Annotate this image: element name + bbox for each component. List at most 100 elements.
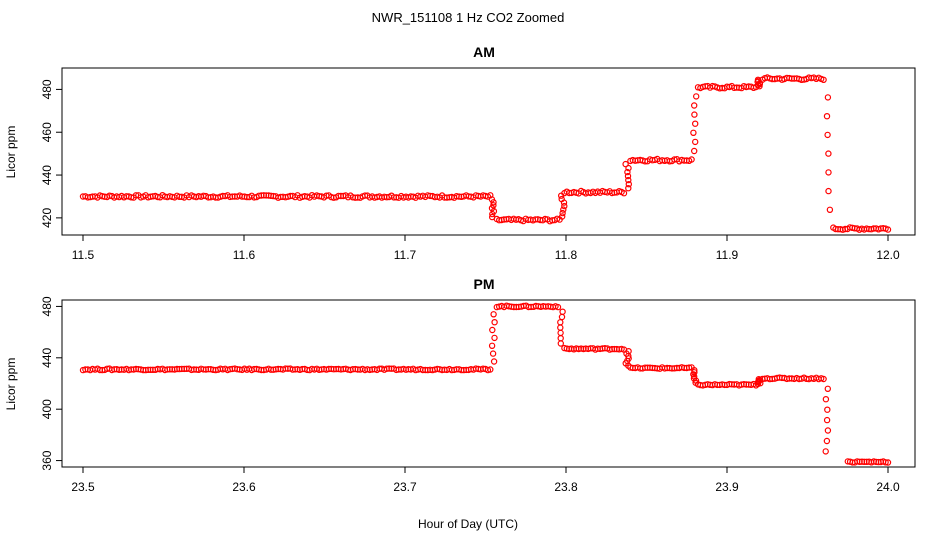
data-point xyxy=(559,213,566,220)
x-tick-label: 11.8 xyxy=(555,248,578,262)
data-point xyxy=(884,226,892,233)
y-tick-label: 440 xyxy=(40,165,54,185)
data-point xyxy=(558,313,566,321)
x-tick-label: 24.0 xyxy=(876,480,900,494)
data-point xyxy=(557,319,564,326)
panel-am-y-axis: 420 440 460 480 xyxy=(40,79,62,228)
data-point xyxy=(489,350,497,357)
data-point xyxy=(558,192,565,199)
y-tick-label: 480 xyxy=(40,296,54,316)
data-point xyxy=(491,319,498,326)
data-point xyxy=(755,376,763,383)
data-point xyxy=(691,367,698,374)
x-tick-label: 23.5 xyxy=(71,480,95,494)
data-point xyxy=(823,437,831,445)
panel-am-points xyxy=(79,74,892,233)
data-point xyxy=(625,362,632,369)
data-point xyxy=(882,459,889,466)
panel-am-y-label: Licor ppm xyxy=(4,126,18,179)
data-point xyxy=(822,448,829,455)
data-point xyxy=(561,202,568,210)
data-point xyxy=(824,131,831,139)
panel-am-x-axis: 11.5 11.6 11.7 11.8 11.9 12.0 xyxy=(72,235,900,262)
data-point xyxy=(557,340,565,347)
data-point xyxy=(691,111,698,118)
data-point xyxy=(490,311,497,318)
data-point xyxy=(625,176,632,184)
panel-pm-title: PM xyxy=(474,276,495,292)
data-point xyxy=(558,195,565,203)
y-tick-label: 360 xyxy=(40,450,54,470)
y-tick-label: 460 xyxy=(40,122,54,142)
y-tick-label: 420 xyxy=(40,208,54,228)
data-point xyxy=(693,93,700,100)
y-tick-label: 400 xyxy=(40,399,54,419)
data-point xyxy=(825,150,832,157)
data-point xyxy=(490,199,497,206)
data-point xyxy=(488,342,496,349)
panel-am-title: AM xyxy=(473,44,495,60)
panel-pm-points xyxy=(79,302,892,466)
data-point xyxy=(692,379,699,386)
data-point xyxy=(557,335,564,342)
data-point xyxy=(625,164,632,172)
data-point xyxy=(685,364,693,371)
data-point xyxy=(625,184,632,192)
data-point xyxy=(559,308,566,315)
y-tick-label: 480 xyxy=(40,79,54,99)
x-tick-label: 12.0 xyxy=(876,248,900,262)
panel-pm-y-label: Licor ppm xyxy=(4,358,18,411)
data-point xyxy=(824,385,832,392)
data-point xyxy=(825,169,832,176)
panel-am: AM 11.5 11.6 11.7 11.8 11.9 12.0 420 440 460 480… xyxy=(4,44,916,262)
data-point xyxy=(826,206,834,213)
data-point xyxy=(823,112,831,120)
data-point xyxy=(690,129,697,136)
data-point xyxy=(820,375,827,383)
x-tick-label: 11.9 xyxy=(716,248,739,262)
data-point xyxy=(622,160,629,168)
x-tick-label: 23.6 xyxy=(232,480,256,494)
x-tick-label: 23.9 xyxy=(715,480,739,494)
data-point xyxy=(754,76,762,84)
data-point xyxy=(620,189,628,197)
panel-pm-frame xyxy=(61,299,916,468)
data-point xyxy=(824,427,832,434)
data-point xyxy=(624,172,632,180)
data-point xyxy=(557,329,564,337)
data-point xyxy=(884,459,892,466)
main-title: NWR_151108 1 Hz CO2 Zoomed xyxy=(372,10,565,25)
panel-pm-x-axis: 23.5 23.6 23.7 23.8 23.9 24.0 xyxy=(71,467,900,494)
data-point xyxy=(489,326,496,334)
data-point xyxy=(824,94,832,101)
data-point xyxy=(560,206,567,213)
data-point xyxy=(489,210,496,218)
data-point xyxy=(825,187,832,195)
data-point xyxy=(691,102,698,109)
data-point xyxy=(557,324,564,331)
panel-pm-y-axis: 360 400 440 480 xyxy=(40,296,62,471)
data-point xyxy=(824,406,831,413)
data-point xyxy=(688,156,695,163)
x-tick-label: 23.8 xyxy=(554,480,578,494)
data-point xyxy=(820,76,827,84)
data-point xyxy=(489,213,496,221)
x-tick-label: 11.6 xyxy=(233,248,256,262)
data-point xyxy=(692,138,699,146)
data-point xyxy=(691,147,698,155)
y-tick-label: 440 xyxy=(40,347,54,367)
data-point xyxy=(491,334,498,342)
panel-pm: PM 23.5 23.6 23.7 23.8 23.9 24.0 360 400 440 480… xyxy=(4,276,916,494)
data-point xyxy=(490,358,498,365)
x-axis-label: Hour of Day (UTC) xyxy=(418,517,518,531)
x-tick-label: 23.7 xyxy=(393,480,417,494)
data-point xyxy=(692,120,699,127)
data-point xyxy=(624,168,631,176)
data-point xyxy=(823,416,831,424)
x-tick-label: 11.5 xyxy=(72,248,95,262)
panel-am-frame xyxy=(61,67,916,236)
data-point xyxy=(559,209,566,217)
x-tick-label: 11.7 xyxy=(394,248,417,262)
data-point xyxy=(487,366,494,373)
